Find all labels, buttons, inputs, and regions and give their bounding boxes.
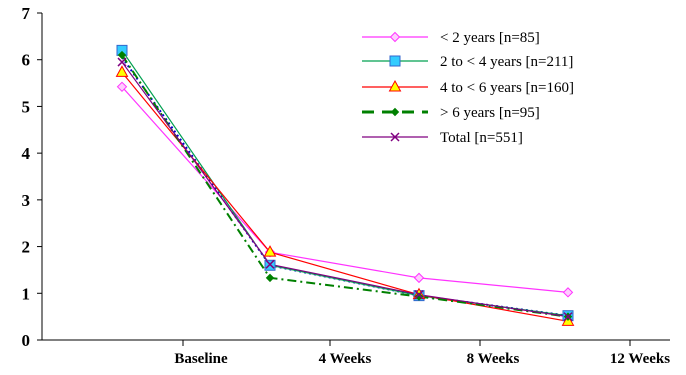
legend-label: Total [n=551] [440,130,523,146]
legend-label: 4 to < 6 years [n=160] [440,80,574,96]
series-line-5 [121,61,569,318]
legend-label: > 6 years [n=95] [440,105,540,121]
series-1-point [413,272,425,284]
legend-marker [390,132,400,142]
legend-marker [389,31,401,43]
y-tick-label: 7 [22,4,31,23]
series-3-point [263,245,277,257]
series-5-point [117,57,127,67]
legend-label: < 2 years [n=85] [440,30,540,46]
y-tick-label: 6 [22,51,31,70]
series-line-4 [121,54,569,318]
y-tick-label: 4 [22,144,31,163]
y-tick-label: 3 [22,191,31,210]
dotted-series-line [121,56,569,317]
legend-marker [388,79,402,92]
series-4-point [265,273,275,283]
x-tick-label: 8 Weeks [467,351,520,367]
series-4-point [117,50,127,60]
x-tick-label: 4 Weeks [319,351,372,367]
series-4-point [414,292,424,301]
y-tick-label: 5 [22,97,31,116]
legend-label: 2 to < 4 years [n=211] [440,54,573,70]
y-tick-label: 2 [22,238,31,257]
y-tick-label: 1 [22,284,31,303]
series-line-1 [121,86,569,293]
x-tick-label: Baseline [174,351,228,367]
legend-marker [389,55,401,67]
series-5-point [265,259,275,269]
series-1-point [116,81,128,93]
y-tick-label: 0 [22,331,31,350]
series-5-point [414,290,424,300]
legend-marker [390,107,400,117]
series-5-point [563,312,573,322]
series-3-point [115,65,129,77]
series-1-point [562,287,574,298]
x-tick-label: 12 Weeks [610,351,670,367]
